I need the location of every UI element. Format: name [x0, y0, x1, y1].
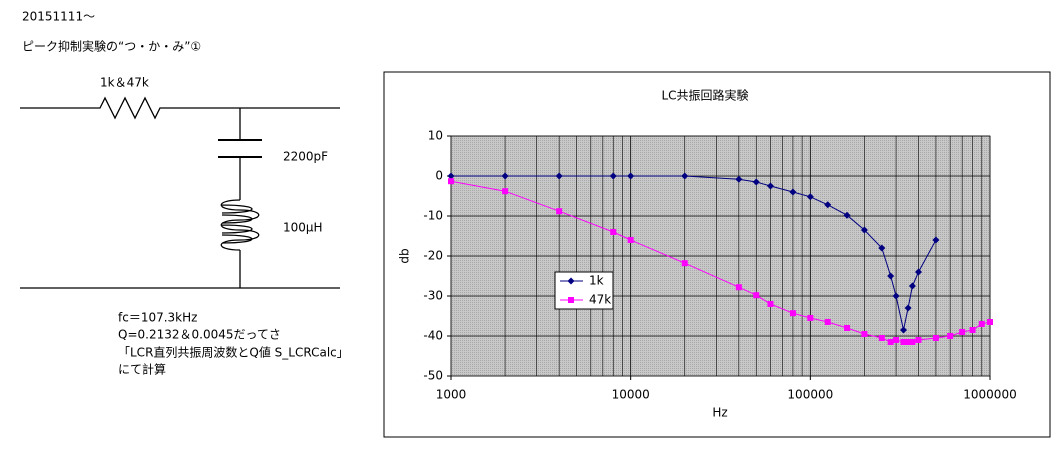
data-point — [610, 229, 617, 235]
data-point — [448, 178, 454, 185]
data-point — [878, 335, 885, 341]
data-point — [752, 178, 760, 186]
note: にて計算 — [118, 362, 166, 377]
data-point — [915, 337, 922, 343]
data-point — [501, 172, 509, 180]
page-title: ピーク抑制実験の“つ・か・み”① — [22, 39, 201, 54]
resistor-label: 1k＆47k — [100, 76, 149, 90]
legend-label: 1k — [589, 274, 604, 288]
data-point — [806, 193, 814, 201]
data-point — [766, 182, 774, 190]
data-point — [887, 272, 895, 280]
legend-box — [554, 271, 614, 310]
y-tick-label: -50 — [423, 369, 443, 383]
data-point — [824, 319, 831, 325]
chart-title: LC共振回路実験 — [661, 88, 748, 103]
data-point — [735, 175, 743, 183]
data-point — [860, 226, 868, 234]
legend-marker — [567, 277, 575, 285]
note: 「LCR直列共振周波数とQ値 S_LCRCalc」 — [118, 345, 349, 360]
data-point — [735, 284, 742, 291]
data-point — [609, 172, 617, 180]
x-tick-label: 10000 — [612, 388, 650, 402]
data-point — [892, 292, 900, 300]
data-point — [767, 301, 774, 307]
capacitor-label: 2200pF — [283, 150, 328, 164]
data-point — [681, 172, 689, 180]
circuit — [20, 96, 340, 289]
data-point — [861, 331, 868, 337]
data-point — [447, 172, 455, 180]
x-tick-label: 1000000 — [963, 388, 1016, 402]
y-tick-label: -40 — [423, 329, 443, 343]
data-point — [947, 333, 954, 339]
data-point — [555, 172, 563, 180]
data-point — [908, 282, 916, 290]
data-point — [978, 321, 985, 327]
data-point — [789, 310, 796, 317]
y-tick-label: -30 — [423, 289, 443, 303]
y-tick-label: 0 — [435, 169, 443, 183]
data-point — [893, 337, 900, 343]
data-point — [556, 208, 563, 215]
data-point — [987, 319, 993, 325]
data-point — [843, 211, 851, 219]
data-point — [844, 325, 851, 331]
data-point — [905, 339, 912, 345]
y-tick-label: -10 — [423, 209, 443, 223]
data-point — [878, 244, 886, 252]
data-point — [969, 327, 976, 333]
x-axis-label: Hz — [712, 406, 727, 420]
y-tick-label: -20 — [423, 249, 443, 263]
legend-marker — [568, 297, 574, 303]
data-point — [900, 339, 907, 345]
inductor-label: 100μH — [283, 221, 323, 235]
data-point — [909, 339, 916, 345]
note: fc＝107.3kHz — [118, 311, 197, 325]
data-point — [915, 268, 923, 276]
data-point — [807, 315, 814, 321]
y-tick-label: 10 — [428, 129, 443, 143]
data-point — [753, 292, 760, 299]
date: 20151111～ — [22, 10, 95, 24]
data-point — [502, 188, 509, 195]
series-line — [451, 175, 937, 331]
x-tick-label: 100000 — [787, 388, 833, 402]
data-point — [932, 335, 939, 341]
note: Q=0.2132＆0.0045だってさ — [118, 328, 281, 342]
legend-label: 47k — [589, 293, 611, 307]
data-point — [681, 260, 688, 267]
data-point — [887, 339, 894, 345]
data-point — [627, 172, 635, 180]
data-point — [627, 237, 634, 243]
data-point — [789, 188, 797, 196]
x-tick-label: 1000 — [436, 388, 467, 402]
data-point — [904, 304, 912, 312]
data-point — [932, 236, 940, 244]
data-point — [824, 201, 832, 209]
data-point — [899, 326, 907, 334]
y-axis-label: db — [398, 248, 412, 263]
data-point — [959, 329, 966, 335]
